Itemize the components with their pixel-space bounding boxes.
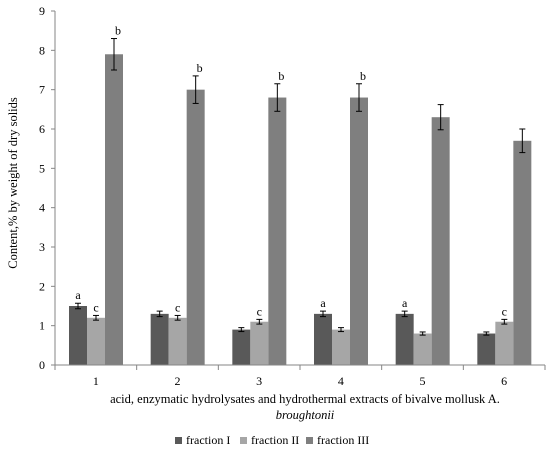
significance-label: a <box>402 296 408 310</box>
x-tick-label: 4 <box>338 374 344 388</box>
significance-label: a <box>75 288 81 302</box>
bar-fraction-ii <box>250 321 269 365</box>
significance-label: c <box>502 304 507 318</box>
legend-swatch <box>175 437 182 444</box>
bar-fraction-iii <box>431 117 450 365</box>
significance-label: c <box>175 300 180 314</box>
x-tick-label: 1 <box>93 374 99 388</box>
y-axis-ticks: 0 1 2 3 4 5 6 7 8 9 <box>39 4 55 372</box>
bar-fraction-i <box>477 333 496 365</box>
y-tick-label: 3 <box>39 240 45 254</box>
x-tick-label: 6 <box>501 374 507 388</box>
x-tick-label: 2 <box>175 374 181 388</box>
y-tick-label: 1 <box>39 319 45 333</box>
bar-fraction-iii <box>105 54 123 366</box>
bar-fraction-iii <box>513 140 532 365</box>
bar-fraction-i <box>150 313 169 365</box>
y-tick-label: 2 <box>39 279 45 293</box>
bar-fraction-iii <box>350 97 368 366</box>
bar-fraction-i <box>232 329 251 365</box>
y-axis-title: Content,% by weight of dry solids <box>6 97 20 269</box>
legend-swatch <box>240 437 247 444</box>
legend: fraction I fraction II fraction III <box>175 433 369 447</box>
x-tick-label: 3 <box>256 374 262 388</box>
y-tick-label: 7 <box>39 83 45 97</box>
y-tick-label: 6 <box>39 122 45 136</box>
y-tick-label: 9 <box>39 4 45 18</box>
significance-label: b <box>115 24 121 38</box>
x-axis-title-line2: broughtonii <box>276 408 335 422</box>
significance-label: b <box>360 69 366 83</box>
legend-label: fraction II <box>251 433 299 447</box>
bar-fraction-ii <box>168 317 187 365</box>
significance-label: a <box>320 296 326 310</box>
bar-fraction-ii <box>413 333 432 365</box>
bar-fraction-i <box>395 313 414 365</box>
legend-label: fraction III <box>317 433 369 447</box>
y-tick-label: 0 <box>39 358 45 372</box>
y-tick-label: 4 <box>39 201 45 215</box>
bar-fraction-ii <box>332 329 350 365</box>
significance-label: c <box>93 300 98 314</box>
bar-fraction-ii <box>495 321 514 365</box>
bar-fraction-i <box>69 306 87 365</box>
legend-swatch <box>306 437 313 444</box>
bar-fraction-ii <box>87 317 105 365</box>
significance-label: b <box>197 61 203 75</box>
bar-fraction-i <box>314 313 332 365</box>
x-tick-label: 5 <box>420 374 426 388</box>
bar-fraction-iii <box>186 89 205 366</box>
y-tick-label: 8 <box>39 43 45 57</box>
significance-label: b <box>278 69 284 83</box>
significance-label: c <box>257 304 262 318</box>
x-axis-title-line1: acid, enzymatic hydrolysates and hydroth… <box>110 392 500 406</box>
bar-fraction-iii <box>268 97 287 366</box>
legend-label: fraction I <box>186 433 230 447</box>
y-tick-label: 5 <box>39 161 45 175</box>
x-axis-ticks: 1 2 3 4 5 6 <box>54 365 546 388</box>
